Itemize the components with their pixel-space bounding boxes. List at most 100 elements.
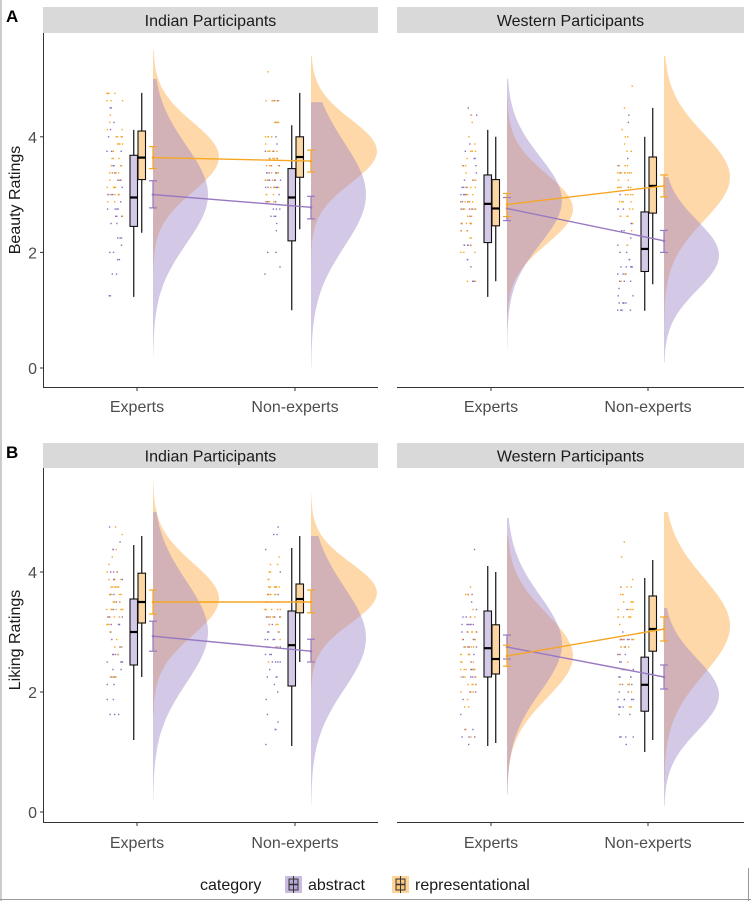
density-representational bbox=[664, 55, 730, 340]
data-point-representational bbox=[268, 578, 270, 581]
data-point-representational bbox=[110, 608, 112, 611]
data-point-abstract bbox=[462, 186, 465, 189]
facet-title: Indian Participants bbox=[145, 449, 277, 466]
data-point-representational bbox=[265, 143, 267, 145]
data-point-representational bbox=[110, 586, 112, 588]
data-point-representational bbox=[620, 593, 622, 596]
data-point-representational bbox=[264, 179, 266, 181]
data-point-representational bbox=[278, 556, 280, 558]
data-point-representational bbox=[617, 616, 619, 618]
y-axis-title: Beauty Ratings bbox=[7, 146, 24, 255]
data-point-representational bbox=[277, 100, 280, 102]
data-point-representational bbox=[470, 646, 473, 648]
data-point-abstract bbox=[274, 215, 277, 217]
data-point-abstract bbox=[109, 107, 111, 109]
data-point-representational bbox=[473, 668, 475, 671]
data-point-representational bbox=[618, 186, 620, 189]
data-point-representational bbox=[118, 616, 121, 618]
facet-strip bbox=[397, 7, 744, 33]
data-point-abstract bbox=[475, 608, 478, 611]
data-point-abstract bbox=[467, 107, 469, 109]
data-point-representational bbox=[475, 683, 477, 686]
data-point-abstract bbox=[462, 676, 464, 678]
density-representational bbox=[664, 512, 730, 782]
data-point-representational bbox=[473, 179, 475, 181]
data-point-representational bbox=[121, 143, 124, 145]
data-point-representational bbox=[275, 593, 277, 596]
data-point-representational bbox=[110, 165, 113, 167]
data-point-representational bbox=[113, 601, 116, 603]
data-point-representational bbox=[623, 646, 625, 648]
data-point-abstract bbox=[631, 698, 633, 701]
data-point-abstract bbox=[275, 172, 277, 174]
x-tick-label: Non-experts bbox=[604, 399, 691, 416]
data-point-representational bbox=[109, 631, 111, 633]
data-point-abstract bbox=[277, 661, 279, 663]
data-point-abstract bbox=[624, 653, 627, 656]
mean-line-abstract bbox=[152, 635, 312, 652]
data-point-representational bbox=[627, 661, 629, 663]
data-point-representational bbox=[467, 631, 469, 633]
data-point-representational bbox=[111, 586, 114, 588]
data-point-representational bbox=[467, 215, 469, 217]
x-tick-label: Experts bbox=[464, 835, 518, 852]
data-point-abstract bbox=[110, 107, 112, 109]
data-point-abstract bbox=[277, 721, 279, 723]
data-point-representational bbox=[277, 631, 279, 633]
data-point-abstract bbox=[109, 295, 112, 297]
data-point-representational bbox=[273, 157, 276, 160]
data-point-abstract bbox=[628, 114, 630, 116]
data-point-representational bbox=[116, 136, 119, 138]
data-point-abstract bbox=[107, 136, 110, 138]
data-point-representational bbox=[111, 593, 113, 596]
density-abstract bbox=[153, 512, 208, 800]
data-point-representational bbox=[620, 586, 622, 588]
data-point-abstract bbox=[629, 280, 632, 282]
data-point-representational bbox=[628, 608, 630, 611]
data-point-representational bbox=[620, 280, 622, 282]
data-point-abstract bbox=[274, 728, 276, 731]
data-point-abstract bbox=[264, 150, 267, 152]
data-point-representational bbox=[624, 165, 626, 167]
data-point-abstract bbox=[472, 638, 474, 641]
data-point-representational bbox=[115, 172, 117, 174]
data-point-representational bbox=[628, 172, 631, 174]
data-point-abstract bbox=[617, 698, 619, 701]
data-point-abstract bbox=[475, 165, 477, 167]
data-point-abstract bbox=[110, 193, 112, 196]
data-point-abstract bbox=[107, 193, 109, 196]
data-point-representational bbox=[114, 186, 117, 189]
data-point-representational bbox=[632, 208, 634, 210]
data-point-abstract bbox=[106, 150, 108, 152]
data-point-abstract bbox=[468, 208, 471, 210]
data-point-representational bbox=[474, 280, 477, 282]
data-point-abstract bbox=[461, 631, 463, 633]
group-experts: Experts bbox=[106, 482, 219, 852]
data-point-representational bbox=[618, 623, 621, 626]
data-point-representational bbox=[620, 646, 622, 648]
box-representational bbox=[491, 624, 501, 675]
data-point-abstract bbox=[111, 638, 113, 641]
box-abstract bbox=[129, 154, 139, 227]
data-point-representational bbox=[106, 571, 108, 573]
data-point-abstract bbox=[619, 193, 621, 196]
legend-label-representational: representational bbox=[415, 877, 530, 894]
data-point-representational bbox=[460, 653, 462, 656]
data-point-representational bbox=[276, 150, 278, 152]
data-point-abstract bbox=[120, 237, 123, 239]
data-point-abstract bbox=[273, 638, 276, 641]
data-point-representational bbox=[474, 143, 476, 145]
data-point-representational bbox=[109, 121, 111, 124]
data-point-representational bbox=[619, 683, 621, 686]
data-point-abstract bbox=[110, 571, 112, 573]
data-point-abstract bbox=[468, 736, 470, 738]
data-point-representational bbox=[472, 608, 474, 611]
data-point-representational bbox=[265, 165, 268, 167]
data-point-abstract bbox=[619, 653, 621, 656]
mean-line-abstract bbox=[152, 193, 312, 209]
data-point-representational bbox=[470, 237, 472, 239]
data-point-representational bbox=[460, 668, 462, 671]
data-point-representational bbox=[475, 631, 477, 633]
facet-strip bbox=[397, 443, 744, 468]
data-point-representational bbox=[626, 244, 629, 246]
